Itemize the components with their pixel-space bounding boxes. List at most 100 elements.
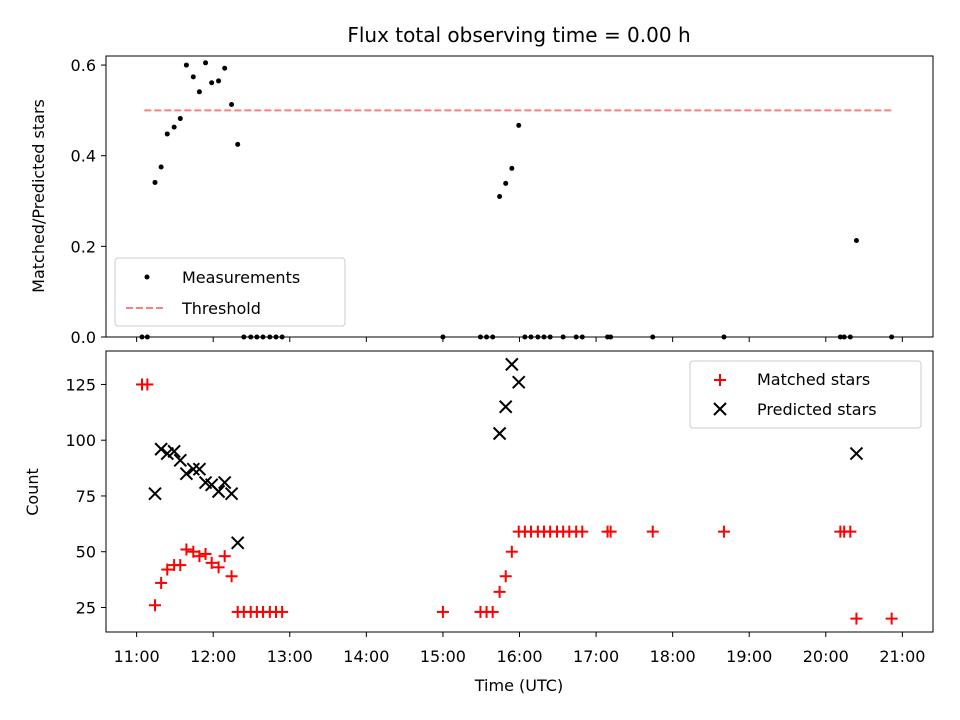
top-x-ticks — [136, 337, 903, 342]
matched-star-point — [850, 612, 863, 625]
x-axis-label: Time (UTC) — [474, 676, 563, 695]
matched-star-point — [174, 559, 187, 572]
legend-marker-predicted-stars — [713, 402, 727, 416]
measurement-point — [235, 141, 241, 147]
matched-star-point — [212, 561, 225, 574]
bottom-panel: 25 50 75 100 125 11:00 12:00 13:00 14:00 15:00 16… — [23, 350, 934, 695]
predicted-star-point — [499, 400, 513, 414]
measurement-point — [164, 131, 170, 137]
matched-star-point — [225, 570, 238, 583]
matched-star-point — [717, 525, 730, 538]
matched-star-point — [844, 525, 857, 538]
x-tick-label: 21:00 — [879, 647, 925, 666]
legend-marker-measurements — [144, 274, 150, 280]
matched-star-point — [180, 543, 193, 556]
measurement-point — [196, 89, 202, 95]
legend-label-measurements: Measurements — [182, 268, 300, 287]
top-y-tick-label: 0.0 — [71, 328, 96, 347]
bottom-y-tick-label: 25 — [76, 598, 96, 617]
legend-label-predicted-stars: Predicted stars — [757, 400, 877, 419]
matched-star-point — [199, 547, 212, 560]
bottom-legend: Matched stars Predicted stars — [689, 360, 922, 429]
measurement-point — [209, 80, 215, 86]
matched-star-point — [493, 585, 506, 598]
measurement-point — [177, 116, 183, 122]
matched-star-point — [193, 550, 206, 563]
measurement-point — [516, 122, 522, 128]
measurement-point — [183, 62, 189, 68]
matched-star-point — [505, 545, 518, 558]
top-y-tick-label: 0.4 — [71, 147, 96, 166]
matched-star-point — [187, 545, 200, 558]
x-tick-label: 14:00 — [343, 647, 389, 666]
predicted-star-point — [492, 426, 507, 441]
measurement-point — [203, 60, 209, 66]
chart-title: Flux total observing time = 0.00 h — [347, 23, 690, 47]
predicted-star-point — [512, 375, 526, 389]
predicted-star-point — [231, 536, 245, 550]
matched-star-point — [155, 576, 168, 589]
predicted-star-point — [167, 444, 181, 459]
x-tick-label: 17:00 — [573, 647, 619, 666]
measurement-point — [152, 179, 158, 185]
predicted-star-point — [186, 462, 201, 476]
measurement-point — [229, 101, 235, 107]
predicted-star-point — [217, 475, 232, 490]
matched-star-point — [218, 550, 231, 563]
matched-star-point — [604, 525, 617, 538]
predicted-star-point — [211, 484, 226, 499]
measurement-point — [222, 65, 228, 71]
predicted-star-point — [148, 487, 162, 501]
matched-star-point — [141, 378, 154, 391]
matched-star-point — [486, 605, 499, 618]
predicted-star-point — [154, 442, 168, 456]
x-tick-label: 11:00 — [114, 647, 160, 666]
legend-marker-matched-stars — [714, 374, 726, 386]
matched-star-point — [276, 605, 289, 618]
x-tick-label: 16:00 — [496, 647, 542, 666]
predicted-star-point — [224, 487, 239, 501]
matched-star-point — [646, 525, 659, 538]
top-panel: 0.0 0.2 0.4 0.6 Matched/Predicted stars Mea… — [29, 55, 934, 347]
measurement-point — [171, 124, 177, 130]
matched-star-point — [499, 570, 512, 583]
bottom-y-tick-label: 75 — [76, 487, 96, 506]
top-y-ticks: 0.0 0.2 0.4 0.6 — [71, 56, 106, 347]
bottom-y-ticks: 25 50 75 100 125 — [65, 375, 106, 617]
measurement-point — [503, 180, 509, 186]
predicted-star-point — [505, 357, 519, 372]
x-tick-label: 19:00 — [726, 647, 772, 666]
measurement-point — [853, 237, 859, 243]
x-tick-label: 20:00 — [803, 647, 849, 666]
top-y-tick-label: 0.2 — [71, 237, 96, 256]
bottom-legend-box — [689, 360, 922, 429]
bottom-y-tick-label: 50 — [76, 543, 96, 562]
matched-star-point — [576, 525, 589, 538]
x-tick-label: 12:00 — [190, 647, 236, 666]
top-legend: Measurements Threshold — [114, 257, 346, 327]
bottom-y-tick-label: 100 — [65, 431, 96, 450]
matched-star-point — [205, 556, 218, 569]
matched-star-point — [885, 612, 898, 625]
predicted-star-point — [849, 446, 864, 461]
top-legend-box — [114, 257, 346, 327]
predicted-star-point — [173, 453, 187, 467]
matched-star-point — [149, 599, 162, 612]
measurement-point — [509, 165, 515, 171]
measurement-point — [190, 74, 196, 80]
x-tick-label: 18:00 — [650, 647, 696, 666]
x-tick-label: 13:00 — [267, 647, 313, 666]
top-y-tick-label: 0.6 — [71, 56, 96, 75]
measurement-point — [158, 164, 164, 170]
x-tick-label: 15:00 — [420, 647, 466, 666]
legend-label-matched-stars: Matched stars — [757, 370, 870, 389]
measurement-point — [497, 194, 503, 199]
matched-star-point — [436, 605, 449, 618]
bottom-y-tick-label: 125 — [65, 375, 96, 394]
bottom-plot-area — [135, 357, 898, 625]
legend-label-threshold: Threshold — [181, 299, 261, 318]
predicted-star-point — [192, 462, 207, 476]
bottom-x-ticks: 11:00 12:00 13:00 14:00 15:00 16:00 17:00 18:00… — [114, 632, 925, 666]
measurement-point — [216, 78, 222, 84]
